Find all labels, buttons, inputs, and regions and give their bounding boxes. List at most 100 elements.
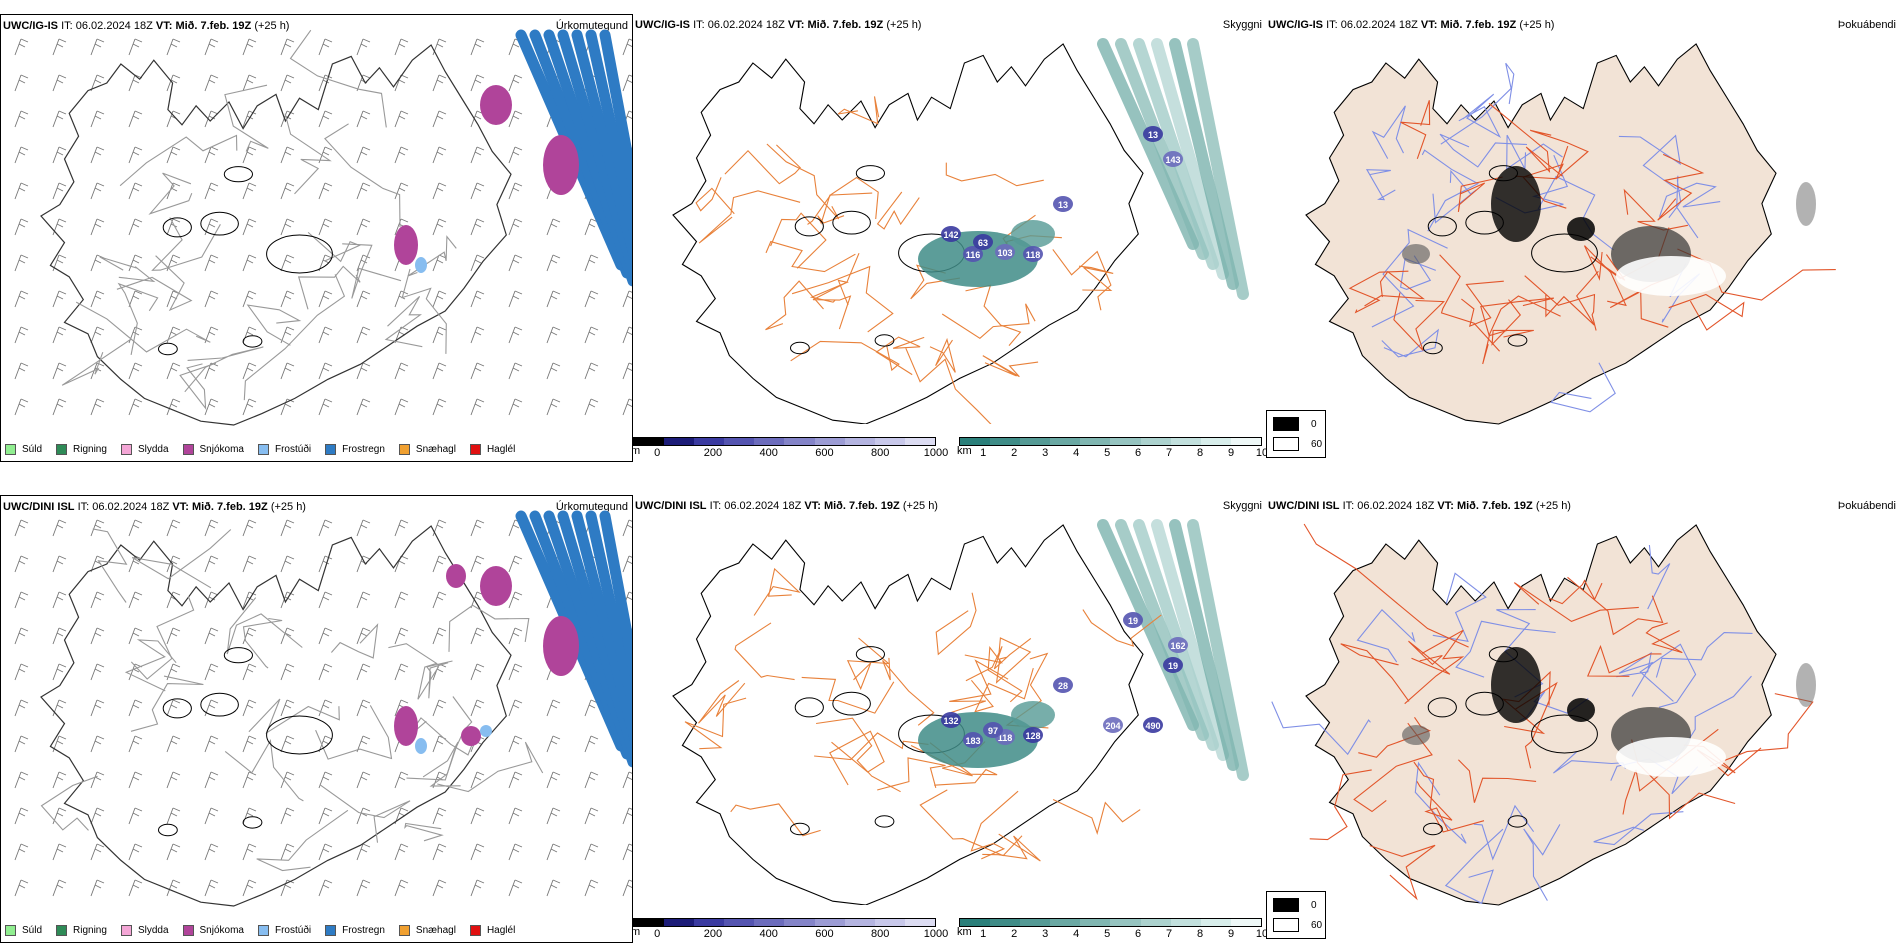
wind-barb <box>508 326 523 344</box>
road-line <box>1458 93 1502 138</box>
ceiling-value-label: 13 <box>1148 130 1158 140</box>
wind-barb <box>394 146 409 164</box>
colorbar-tick-label: 200 <box>703 928 723 940</box>
road-line <box>941 303 1036 339</box>
fog-index-dark <box>1402 244 1430 264</box>
legend-label: Snjókoma <box>199 925 244 936</box>
low-cloudbase-spot <box>963 246 983 262</box>
wind-barb <box>622 362 632 380</box>
road-line <box>1593 811 1684 846</box>
road-line <box>1340 643 1410 702</box>
legend-swatch <box>120 444 132 455</box>
wind-barb <box>546 218 561 236</box>
ceiling-value-label: 142 <box>943 230 958 240</box>
colorbar-tick-label: 0 <box>654 447 661 459</box>
wind-barb <box>90 591 105 609</box>
wind-barb <box>166 326 181 344</box>
low-cloudbase-spot <box>995 244 1015 260</box>
cloudbase-colorbar: m 0 200 400 600 800 1000 <box>633 918 948 941</box>
wind-barb <box>280 182 295 200</box>
glacier-outline <box>1531 233 1598 273</box>
wind-barb <box>14 735 29 753</box>
iceland-map: 142 116 103 63 118 143 13 13 <box>672 38 1249 424</box>
wind-barb <box>356 519 371 537</box>
wind-barb <box>166 879 181 897</box>
legend-swatch <box>398 444 410 455</box>
glacier-outline <box>790 822 810 836</box>
wind-barb <box>356 290 371 308</box>
fog-legend: 0 60 <box>1266 891 1326 939</box>
road-line <box>1616 651 1654 697</box>
road-line <box>40 775 98 831</box>
land-area <box>1305 524 1777 906</box>
road-line <box>1482 295 1561 365</box>
wind-barb <box>128 519 143 537</box>
colorbar-cell <box>1200 919 1231 926</box>
coastline <box>40 44 512 426</box>
road-line <box>117 282 159 356</box>
wind-barb <box>394 663 409 681</box>
colorbar-unit: m <box>633 445 641 457</box>
wind-barb <box>356 362 371 380</box>
wind-barb <box>242 38 257 56</box>
colorbar-tick-label: 1000 <box>923 928 949 940</box>
colorbar-tick-label: 200 <box>703 447 723 459</box>
panel-title: Úrkomutegund <box>555 501 628 513</box>
ceiling-value-label: 118 <box>1026 250 1041 260</box>
road-line <box>765 280 824 331</box>
low-visibility-area <box>1011 220 1055 248</box>
wind-barb <box>432 110 447 128</box>
road-line <box>1473 804 1535 861</box>
wind-barb <box>280 146 295 164</box>
wind-barb <box>90 627 105 645</box>
visibility-band <box>1151 519 1229 761</box>
wind-barb <box>622 807 632 825</box>
road-line <box>1655 632 1753 678</box>
glacier-outline <box>794 697 824 718</box>
legend-swatch <box>5 444 16 455</box>
road-line <box>131 529 232 589</box>
road-line <box>116 255 193 312</box>
visibility-band <box>1115 38 1209 260</box>
road-line <box>929 337 956 373</box>
glacier-outline <box>242 816 263 829</box>
wind-barb <box>52 591 67 609</box>
glacier-outline <box>1465 691 1504 716</box>
road-line <box>224 739 304 802</box>
road-line <box>61 338 132 386</box>
wind-barb <box>394 398 409 416</box>
wind-barb <box>242 663 257 681</box>
iceland-map: 132 183 118 128 19 162 19 97 204 490 28 <box>672 519 1249 905</box>
wind-barb <box>52 290 67 308</box>
road-line <box>407 235 457 277</box>
road-line <box>1457 176 1503 212</box>
wind-barb <box>394 555 409 573</box>
road-line <box>330 623 379 659</box>
wind-barb <box>394 627 409 645</box>
wind-barb <box>546 699 561 717</box>
visibility-colorbar: km 1 2 3 4 5 6 7 8 9 10 <box>957 437 1266 460</box>
wind-barb <box>356 254 371 272</box>
road-line <box>1309 769 1372 841</box>
road-line <box>179 362 217 410</box>
road-line <box>734 622 795 681</box>
colorbar-cell <box>1170 919 1201 926</box>
ceiling-value-label: 143 <box>1165 155 1180 165</box>
panel-header: UWC/IG-IS IT: 06.02.2024 18Z VT: Mið. 7.… <box>1268 19 1555 31</box>
ceiling-value-label: 19 <box>1168 661 1178 671</box>
road-line <box>905 347 992 424</box>
legend-label: Frostúði <box>274 444 312 455</box>
legend-item: Slydda <box>120 925 169 936</box>
colorbar-cell <box>1080 919 1111 926</box>
colorbar-cell <box>1230 919 1261 926</box>
ceiling-value-label: 116 <box>966 250 981 260</box>
glacier-outline <box>158 342 178 356</box>
road-line <box>92 528 128 603</box>
wind-barb <box>432 555 447 573</box>
legend-label: Súld <box>22 925 43 936</box>
wind-barb <box>242 146 257 164</box>
road-line <box>875 336 925 376</box>
road-line <box>388 643 440 700</box>
low-cloudbase-spot <box>1023 727 1043 743</box>
colorbar-unit: km <box>957 445 972 457</box>
